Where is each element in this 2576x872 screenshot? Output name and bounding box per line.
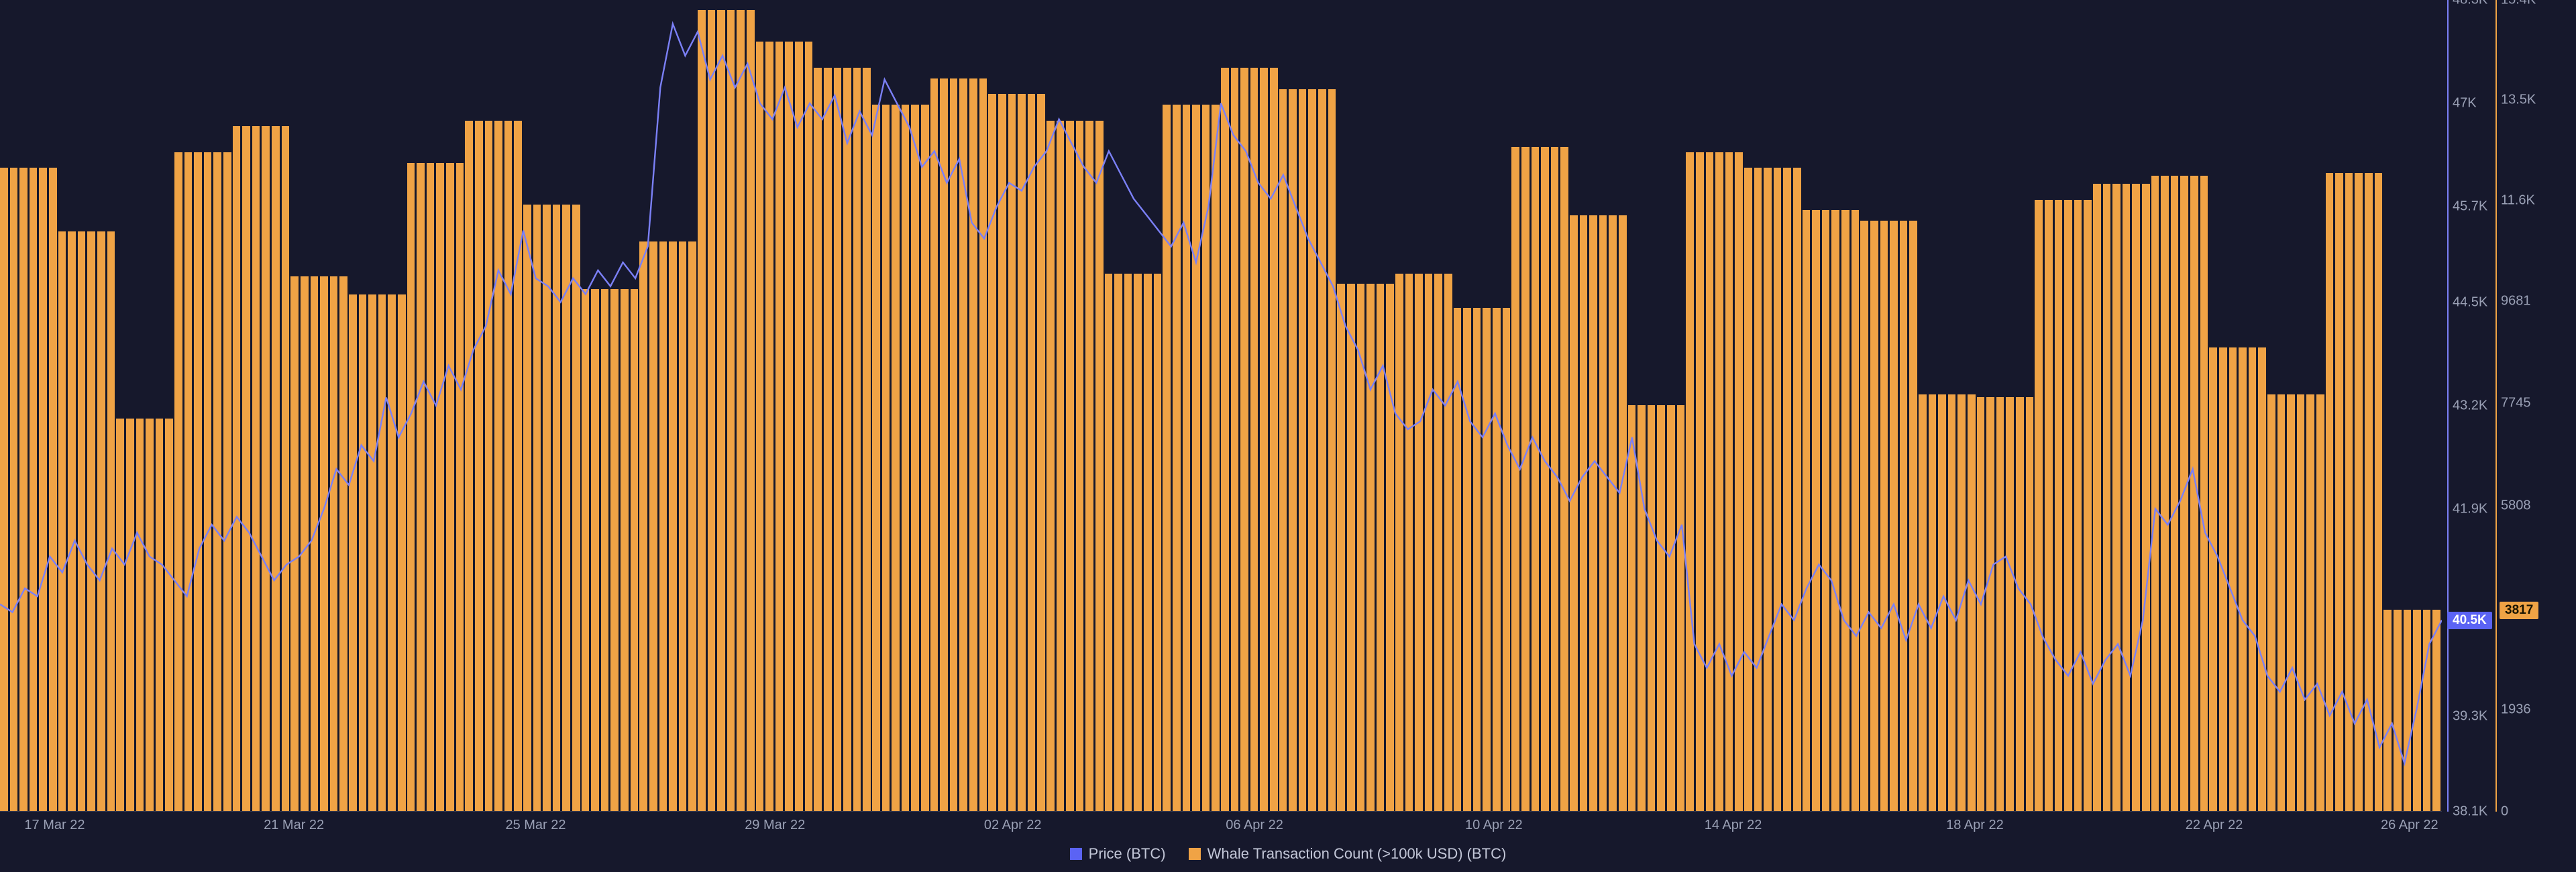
y-tick-label: 44.5K <box>2453 294 2487 310</box>
price-swatch-icon <box>1070 848 1082 860</box>
legend-volume-label: Whale Transaction Count (>100k USD) (BTC… <box>1208 845 1507 863</box>
y-tick-label: 47K <box>2453 96 2477 111</box>
y-tick-label: 39.3K <box>2453 708 2487 724</box>
x-tick-label: 10 Apr 22 <box>1465 818 1523 833</box>
y-tick-label: 0 <box>2501 804 2508 820</box>
y-tick-label: 43.2K <box>2453 398 2487 414</box>
x-tick-label: 26 Apr 22 <box>2381 818 2438 833</box>
y-tick-label: 41.9K <box>2453 502 2487 517</box>
y-tick-label: 11.6K <box>2501 193 2535 208</box>
y-tick-label: 15.4K <box>2501 0 2536 8</box>
y-axis-price: 48.3K47K45.7K44.5K43.2K41.9K40.5K39.3K38… <box>2447 0 2482 812</box>
y-tick-label: 45.7K <box>2453 199 2487 215</box>
y-axis-volume: 15.4K13.5K11.6K968177455808381719360 <box>2496 0 2529 812</box>
y-tick-label: 7745 <box>2501 396 2531 411</box>
x-tick-label: 29 Mar 22 <box>745 818 805 833</box>
price-current-badge: 40.5K <box>2447 612 2492 629</box>
legend: Price (BTC) Whale Transaction Count (>10… <box>0 845 2576 864</box>
y-tick-label: 38.1K <box>2453 804 2487 820</box>
legend-item-volume[interactable]: Whale Transaction Count (>100k USD) (BTC… <box>1189 845 1507 863</box>
plot-area[interactable] <box>0 0 2442 812</box>
x-tick-label: 21 Mar 22 <box>264 818 324 833</box>
x-tick-label: 18 Apr 22 <box>1946 818 2004 833</box>
crypto-chart: 48.3K 47K 45.7K 44.5K 43.2K 41.9K 40.5K 39.3K 38… <box>0 0 2576 872</box>
y-tick-label: 5808 <box>2501 498 2531 513</box>
x-tick-label: 22 Apr 22 <box>2186 818 2243 833</box>
x-tick-label: 02 Apr 22 <box>984 818 1042 833</box>
x-tick-label: 17 Mar 22 <box>24 818 85 833</box>
x-axis: 17 Mar 22 21 Mar 22 25 Mar 22 29 Mar 22 02 A… <box>0 815 2442 835</box>
y-tick-label: 9681 <box>2501 294 2531 309</box>
y-tick-label: 13.5K <box>2501 93 2536 108</box>
price-line-layer <box>0 0 2442 811</box>
x-tick-label: 06 Apr 22 <box>1226 818 1283 833</box>
legend-item-price[interactable]: Price (BTC) <box>1070 845 1166 863</box>
price-line <box>0 24 2442 763</box>
y-tick-label: 48.3K <box>2453 0 2487 8</box>
x-tick-label: 14 Apr 22 <box>1705 818 1762 833</box>
x-tick-label: 25 Mar 22 <box>505 818 566 833</box>
legend-price-label: Price (BTC) <box>1089 845 1166 863</box>
volume-current-badge: 3817 <box>2500 602 2538 619</box>
volume-swatch-icon <box>1189 848 1201 860</box>
y-tick-label: 1936 <box>2501 702 2531 717</box>
